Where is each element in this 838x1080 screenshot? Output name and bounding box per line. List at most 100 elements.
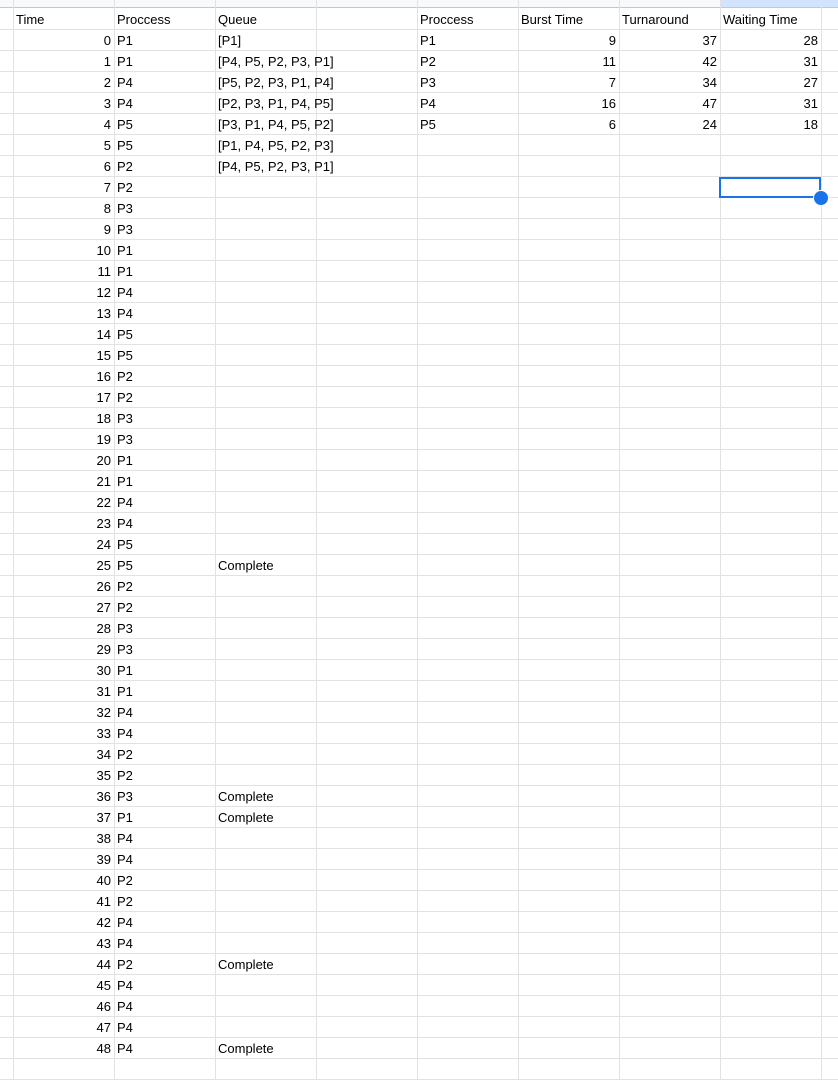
process-cell[interactable]: P1 [117,453,133,468]
column-header-h[interactable] [619,0,720,8]
burst-time-cell[interactable]: 11 [602,54,617,69]
process-cell[interactable]: P4 [117,852,133,867]
process-cell[interactable]: P4 [117,936,133,951]
time-cell[interactable]: 23 [96,516,111,531]
time-cell[interactable]: 22 [96,495,111,510]
process-cell[interactable]: P4 [117,999,133,1014]
process-cell[interactable]: P2 [117,159,133,174]
queue-cell[interactable]: Complete [218,789,274,804]
process-cell[interactable]: P1 [117,33,133,48]
time-cell[interactable]: 21 [96,474,111,489]
queue-cell[interactable]: [P2, P3, P1, P4, P5] [218,96,334,111]
process-cell[interactable]: P4 [117,915,133,930]
queue-cell[interactable] [215,534,316,555]
queue-cell[interactable] [215,513,316,534]
waiting-time-cell[interactable]: 31 [803,96,818,111]
time-cell[interactable]: 13 [96,306,111,321]
turnaround-cell[interactable]: 47 [702,96,717,111]
time-cell[interactable]: 11 [97,264,112,279]
process-cell[interactable]: P3 [117,642,133,657]
queue-cell[interactable] [215,828,316,849]
process-cell[interactable]: P5 [117,117,133,132]
queue-cell[interactable]: [P4, P5, P2, P3, P1] [218,54,334,69]
burst-time-cell[interactable]: 16 [601,96,616,111]
queue-cell[interactable] [215,681,316,702]
queue-cell[interactable] [215,618,316,639]
time-cell[interactable]: 36 [96,789,111,804]
queue-cell[interactable] [215,597,316,618]
process-cell[interactable]: P2 [117,768,133,783]
time-cell[interactable]: 5 [103,138,111,153]
time-cell[interactable]: 2 [103,75,111,90]
time-cell[interactable]: 0 [103,33,111,48]
waiting-time-cell[interactable]: 28 [803,33,818,48]
time-cell[interactable]: 44 [96,957,111,972]
waiting-time-cell[interactable]: 18 [803,117,818,132]
time-cell[interactable]: 24 [96,537,111,552]
time-cell[interactable]: 46 [96,999,111,1014]
process-cell[interactable]: P1 [117,243,133,258]
burst-time-cell[interactable]: 7 [608,75,616,90]
queue-cell[interactable] [215,723,316,744]
queue-cell[interactable]: Complete [218,957,274,972]
process-cell[interactable]: P3 [117,432,133,447]
process-cell[interactable]: P1 [117,810,133,825]
time-cell[interactable]: 32 [96,705,111,720]
time-cell[interactable]: 40 [96,873,111,888]
queue-cell[interactable]: Complete [218,810,274,825]
time-cell[interactable]: 14 [96,327,111,342]
time-cell[interactable]: 41 [96,894,111,909]
queue-cell[interactable] [215,261,316,282]
column-header-g[interactable] [518,0,619,8]
queue-cell[interactable] [215,912,316,933]
process-cell[interactable]: P3 [117,201,133,216]
queue-cell[interactable] [215,240,316,261]
waiting-time-cell[interactable]: 31 [803,54,818,69]
queue-cell[interactable] [215,177,316,198]
queue-cell[interactable]: [P1] [218,33,242,48]
process-cell[interactable]: P4 [117,1041,133,1056]
queue-cell[interactable] [215,471,316,492]
process-cell[interactable]: P4 [117,978,133,993]
column-header-i[interactable] [720,0,838,8]
process-cell[interactable]: P1 [117,663,133,678]
queue-cell[interactable] [215,975,316,996]
process-cell[interactable]: P5 [117,348,133,363]
time-cell[interactable]: 45 [96,978,111,993]
queue-cell[interactable] [215,849,316,870]
summary-process-cell[interactable]: P1 [420,33,436,48]
process-cell[interactable]: P3 [117,411,133,426]
process-cell[interactable]: P4 [117,96,133,111]
time-cell[interactable]: 20 [96,453,111,468]
time-cell[interactable]: 15 [96,348,111,363]
header-process-summary[interactable]: Proccess [420,12,474,27]
time-cell[interactable]: 3 [103,96,111,111]
time-cell[interactable]: 8 [103,201,111,216]
process-cell[interactable]: P4 [117,75,133,90]
turnaround-cell[interactable]: 37 [702,33,717,48]
queue-cell[interactable] [215,1017,316,1038]
turnaround-cell[interactable]: 42 [702,54,717,69]
queue-cell[interactable]: Complete [218,558,274,573]
column-header-b[interactable] [13,0,114,8]
column-header-e[interactable] [316,0,417,8]
time-cell[interactable]: 30 [96,663,111,678]
queue-cell[interactable] [215,702,316,723]
summary-process-cell[interactable]: P5 [420,117,436,132]
time-cell[interactable]: 19 [96,432,111,447]
queue-cell[interactable] [215,576,316,597]
process-cell[interactable]: P1 [117,264,133,279]
queue-cell[interactable] [215,744,316,765]
queue-cell[interactable] [215,303,316,324]
process-cell[interactable]: P1 [117,474,133,489]
turnaround-cell[interactable]: 34 [702,75,717,90]
queue-cell[interactable] [215,387,316,408]
queue-cell[interactable] [215,366,316,387]
time-cell[interactable]: 47 [96,1020,111,1035]
queue-cell[interactable] [215,660,316,681]
summary-process-cell[interactable]: P2 [420,54,436,69]
process-cell[interactable]: P4 [117,306,133,321]
queue-cell[interactable]: [P5, P2, P3, P1, P4] [218,75,334,90]
process-cell[interactable]: P1 [117,54,133,69]
